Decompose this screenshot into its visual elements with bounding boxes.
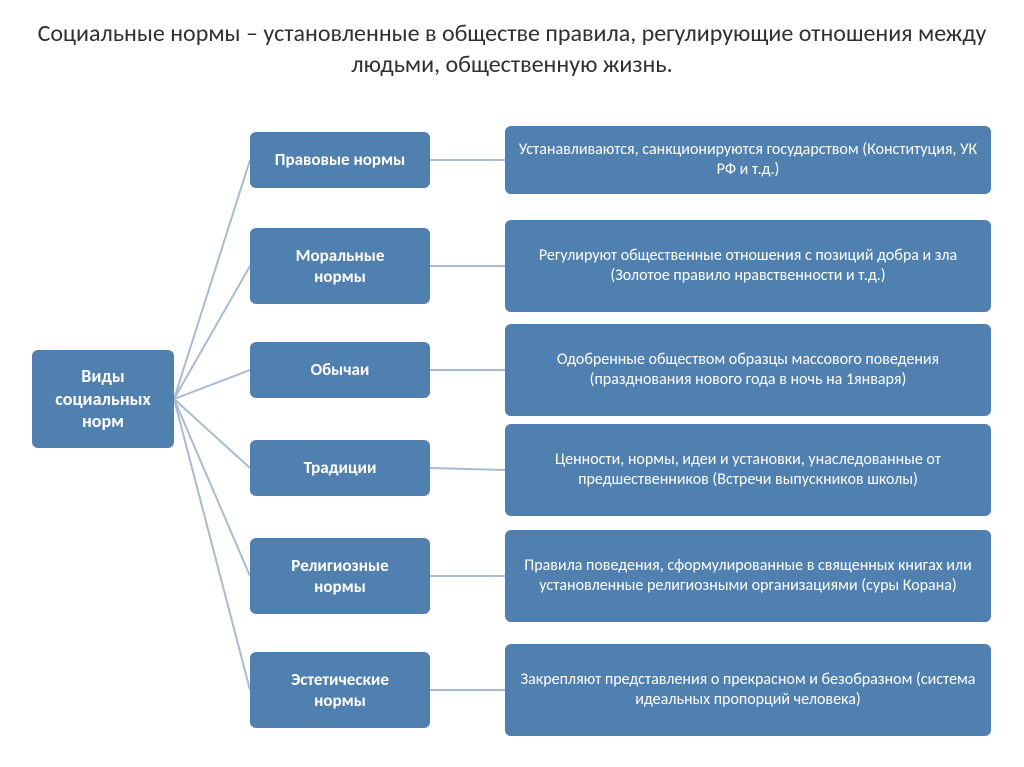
category-node-2: Обычаи [250,342,430,398]
description-node-5: Закрепляют представления о прекрасном и … [505,644,991,736]
category-node-5: Эстетическиенормы [250,652,430,728]
description-node-4: Правила поведения, сформулированные в св… [505,530,991,622]
description-node-3: Ценности, нормы, идеи и установки, унасл… [505,424,991,516]
root-node: Видысоциальныхнорм [32,350,174,448]
category-node-1: Моральныенормы [250,228,430,304]
page-title: Социальные нормы – установленные в общес… [0,0,1024,80]
description-node-1: Регулируют общественные отношения с пози… [505,220,991,312]
category-node-0: Правовые нормы [250,132,430,188]
category-node-4: Религиозныенормы [250,538,430,614]
description-node-2: Одобренные обществом образцы массового п… [505,324,991,416]
description-node-0: Устанавливаются, санкционируются государ… [505,126,991,194]
diagram-container: Видысоциальныхнорм Правовые нормы Устанавл… [0,110,1024,750]
category-node-3: Традиции [250,440,430,496]
